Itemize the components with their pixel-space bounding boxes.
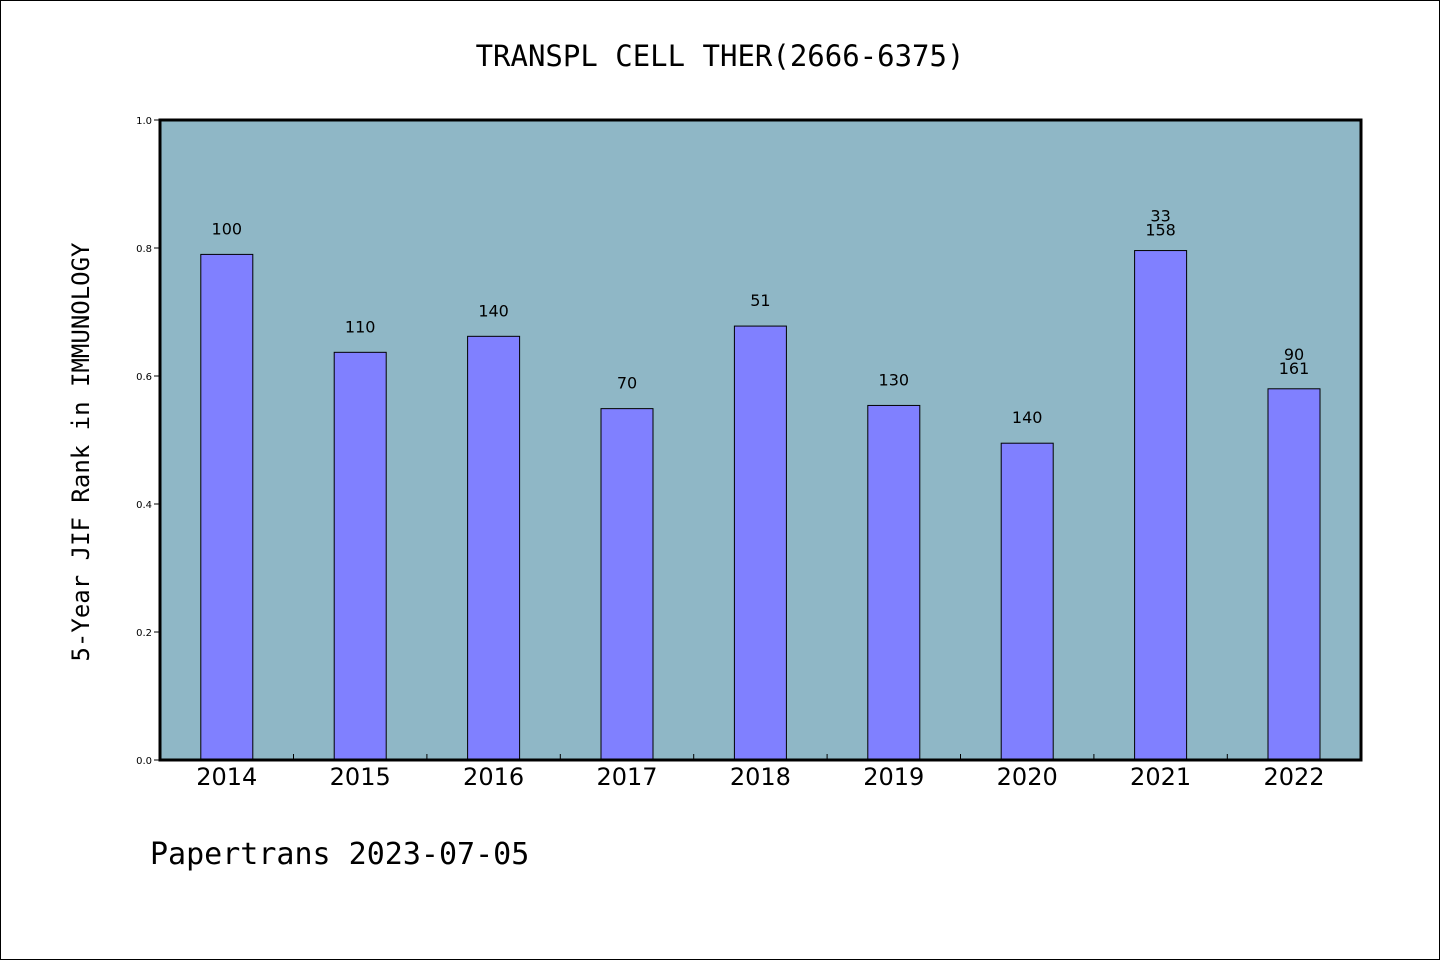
chart-title: TRANSPL CELL THER(2666-6375) — [476, 39, 965, 73]
x-tick-label: 2021 — [1130, 763, 1191, 791]
y-axis-label: 5-Year JIF Rank in IMMUNOLOGY — [67, 242, 95, 662]
y-tick-label: 1.0 — [136, 116, 152, 127]
data-label: 158 — [1145, 221, 1176, 240]
data-label: 140 — [1012, 408, 1043, 427]
data-label: 110 — [345, 317, 376, 336]
bar-2019 — [867, 404, 921, 761]
bar-2020 — [1000, 442, 1054, 761]
data-label: 90 — [1284, 345, 1304, 364]
y-tick-label: 0.2 — [136, 628, 152, 639]
x-tick-label: 2015 — [330, 763, 391, 791]
data-label: 51 — [750, 291, 770, 310]
x-tick-label: 2016 — [463, 763, 524, 791]
x-tick-label: 2020 — [997, 763, 1058, 791]
y-axis-ticks: 0.0 0.2 0.4 0.6 0.8 1.0 — [136, 116, 160, 767]
bars — [200, 250, 1321, 761]
data-label: 161 — [1279, 359, 1310, 378]
plot-border — [158, 118, 1363, 762]
x-tick-label: 2022 — [1263, 763, 1324, 791]
y-tick-label: 0.8 — [136, 244, 152, 255]
y-tick-label: 0.6 — [136, 372, 152, 383]
x-tick-label: 2014 — [196, 763, 257, 791]
bar-2021 — [1134, 250, 1188, 761]
bar-2014 — [200, 253, 254, 761]
data-label: 130 — [879, 370, 910, 389]
bar-2015 — [333, 351, 387, 761]
x-tick-label: 2017 — [596, 763, 657, 791]
footer-credit: Papertrans 2023-07-05 — [150, 837, 529, 872]
x-tick-label: 2019 — [863, 763, 924, 791]
data-label: 100 — [212, 219, 243, 238]
x-axis-ticks: 2014 2015 2016 2017 2018 2019 2020 2021 2022 — [196, 754, 1325, 791]
bar-2018 — [733, 325, 787, 761]
data-label: 70 — [617, 374, 637, 393]
x-tick-label: 2018 — [730, 763, 791, 791]
y-tick-label: 0.0 — [136, 756, 152, 767]
bar-2016 — [467, 335, 521, 761]
bar-2017 — [600, 408, 654, 761]
bar-2022 — [1267, 388, 1321, 761]
data-label: 140 — [478, 301, 509, 320]
data-label: 33 — [1150, 207, 1170, 226]
y-tick-label: 0.4 — [136, 500, 152, 511]
